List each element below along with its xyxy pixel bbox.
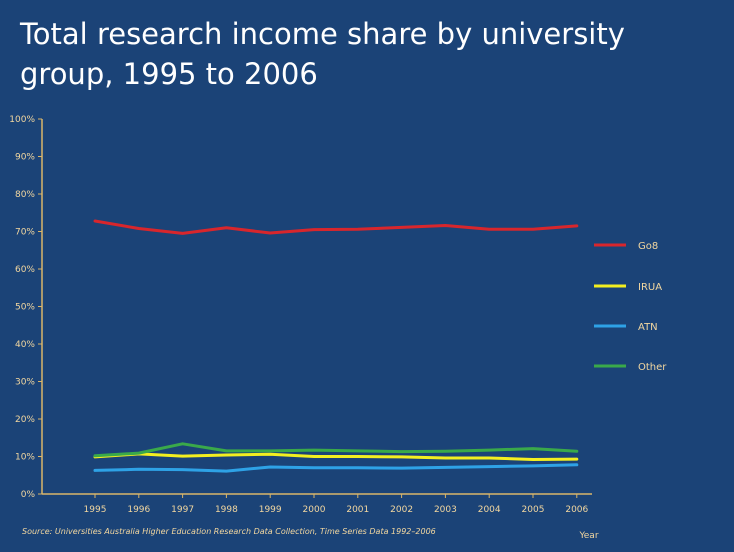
x-tick-label: 1996 xyxy=(127,505,150,515)
series-line-go8 xyxy=(93,219,579,235)
y-tick-label: 50% xyxy=(15,303,35,313)
chart-title: Total research income share by universit… xyxy=(20,17,625,91)
y-tick-label: 40% xyxy=(15,340,35,350)
y-tick-label: 60% xyxy=(15,265,35,275)
legend-label-irua: IRUA xyxy=(638,282,662,293)
series-line-other xyxy=(93,442,579,458)
y-tick-label: 20% xyxy=(15,415,35,425)
y-tick-label: 10% xyxy=(15,453,35,463)
x-tick-label: 2006 xyxy=(565,505,588,515)
y-tick-label: 90% xyxy=(15,153,35,163)
x-axis-label: Year xyxy=(578,531,598,541)
x-tick-label: 2004 xyxy=(478,505,501,515)
y-tick-label: 80% xyxy=(15,190,35,200)
source-note: Source: Universities Australia Higher Ed… xyxy=(22,527,436,536)
series-line-irua xyxy=(93,452,579,461)
y-tick-label: 0% xyxy=(21,490,36,500)
legend-label-go8: Go8 xyxy=(638,241,658,252)
x-tick-label: 2003 xyxy=(434,505,457,515)
legend-label-other: Other xyxy=(638,362,667,373)
x-tick-label: 1998 xyxy=(215,505,238,515)
x-tick-label: 2000 xyxy=(303,505,326,515)
legend-label-atn: ATN xyxy=(638,322,658,333)
x-tick-label: 1999 xyxy=(259,505,282,515)
x-tick-label: 1997 xyxy=(171,505,194,515)
x-tick-label: 2002 xyxy=(390,505,413,515)
x-tick-label: 2005 xyxy=(522,505,545,515)
y-tick-label: 30% xyxy=(15,378,35,388)
y-tick-label: 100% xyxy=(9,115,35,125)
y-tick-label: 70% xyxy=(15,228,35,238)
x-tick-label: 1995 xyxy=(84,505,107,515)
series-line-atn xyxy=(93,463,579,473)
x-tick-label: 2001 xyxy=(346,505,369,515)
